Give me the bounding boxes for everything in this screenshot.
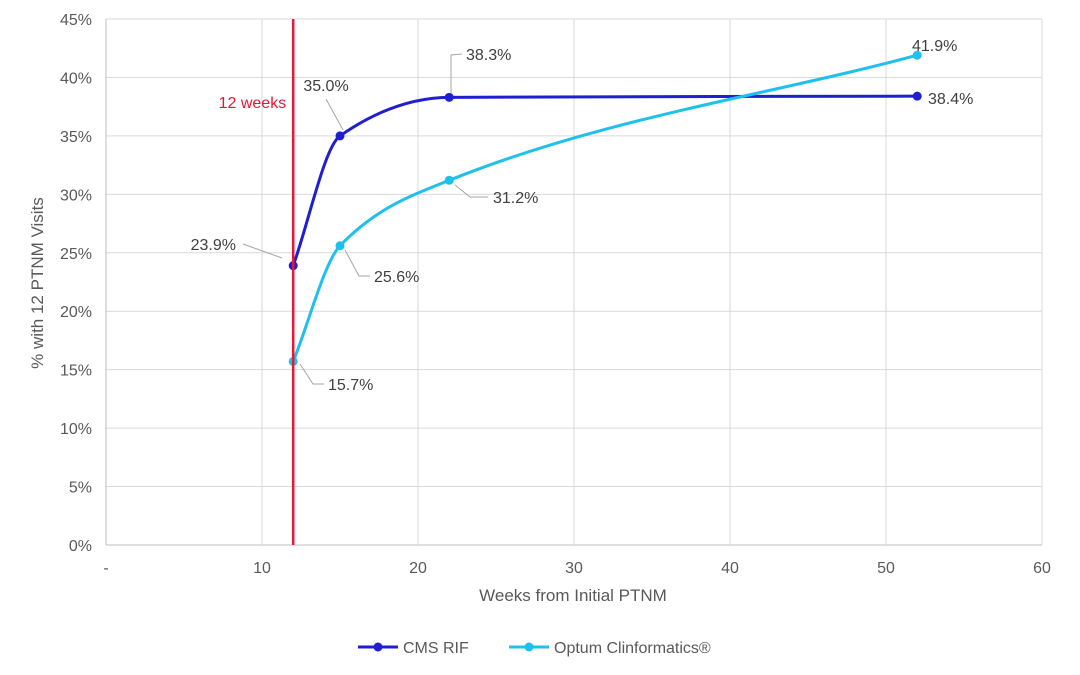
y-tick-label: 35% [60,129,92,146]
data-label: 23.9% [191,237,236,254]
legend-entry: Optum Clinformatics® [554,640,711,657]
data-label: 35.0% [303,78,348,95]
y-tick-label: 30% [60,187,92,204]
data-label: 15.7% [328,377,373,394]
data-label: 25.6% [374,269,419,286]
label-leader [450,53,463,93]
label-leader [344,249,370,277]
reference-line-label: 12 weeks [219,95,287,112]
data-point [335,241,345,251]
series-layer [288,50,922,366]
legend-swatch-marker [524,642,534,652]
x-tick-label: 60 [1033,560,1051,577]
label-leader [299,363,324,385]
x-axis-title: Weeks from Initial PTNM [479,586,667,605]
label-leader [242,243,283,259]
grid [106,18,1043,545]
series-line-1 [291,53,918,363]
y-tick-label: 5% [69,480,92,497]
x-tick-label: 50 [877,560,895,577]
y-axis-title: % with 12 PTNM Visits [28,197,47,369]
y-tick-label: 25% [60,246,92,263]
data-label: 38.4% [928,91,973,108]
data-label: 41.9% [912,38,957,55]
tick-labels: 0% 5% 10% 15% 20% 25% 30% 35% 40% 45% - 10 20 30 40 50 6… [60,12,1051,577]
y-tick-label: 40% [60,70,92,87]
legend-swatch-marker [373,642,383,652]
data-point [444,175,454,185]
data-labels: 23.9% 35.0% 38.3% 38.4% 15.7% 25.6% 31.2% 41.9% [191,38,974,394]
x-tick-label: 10 [253,560,271,577]
series-line-0 [291,94,918,267]
axes [105,19,1042,546]
y-tick-label: 45% [60,12,92,29]
x-tick-label: 20 [409,560,427,577]
legend: CMS RIF Optum Clinformatics® [358,640,711,657]
label-leader [325,98,344,131]
y-tick-label: 10% [60,421,92,438]
reference-layer: 12 weeks [219,19,295,545]
x-tick-label: 30 [565,560,583,577]
label-leader [454,184,488,198]
x-tick-label: - [103,560,108,577]
data-point [335,131,345,141]
y-tick-label: 0% [69,538,92,555]
data-label: 38.3% [466,47,511,64]
data-point [912,91,922,101]
data-point [444,92,454,102]
legend-entry: CMS RIF [403,640,469,657]
data-label: 31.2% [493,190,538,207]
x-tick-label: 40 [721,560,739,577]
y-tick-label: 20% [60,304,92,321]
y-tick-label: 15% [60,363,92,380]
data-point [912,50,922,60]
